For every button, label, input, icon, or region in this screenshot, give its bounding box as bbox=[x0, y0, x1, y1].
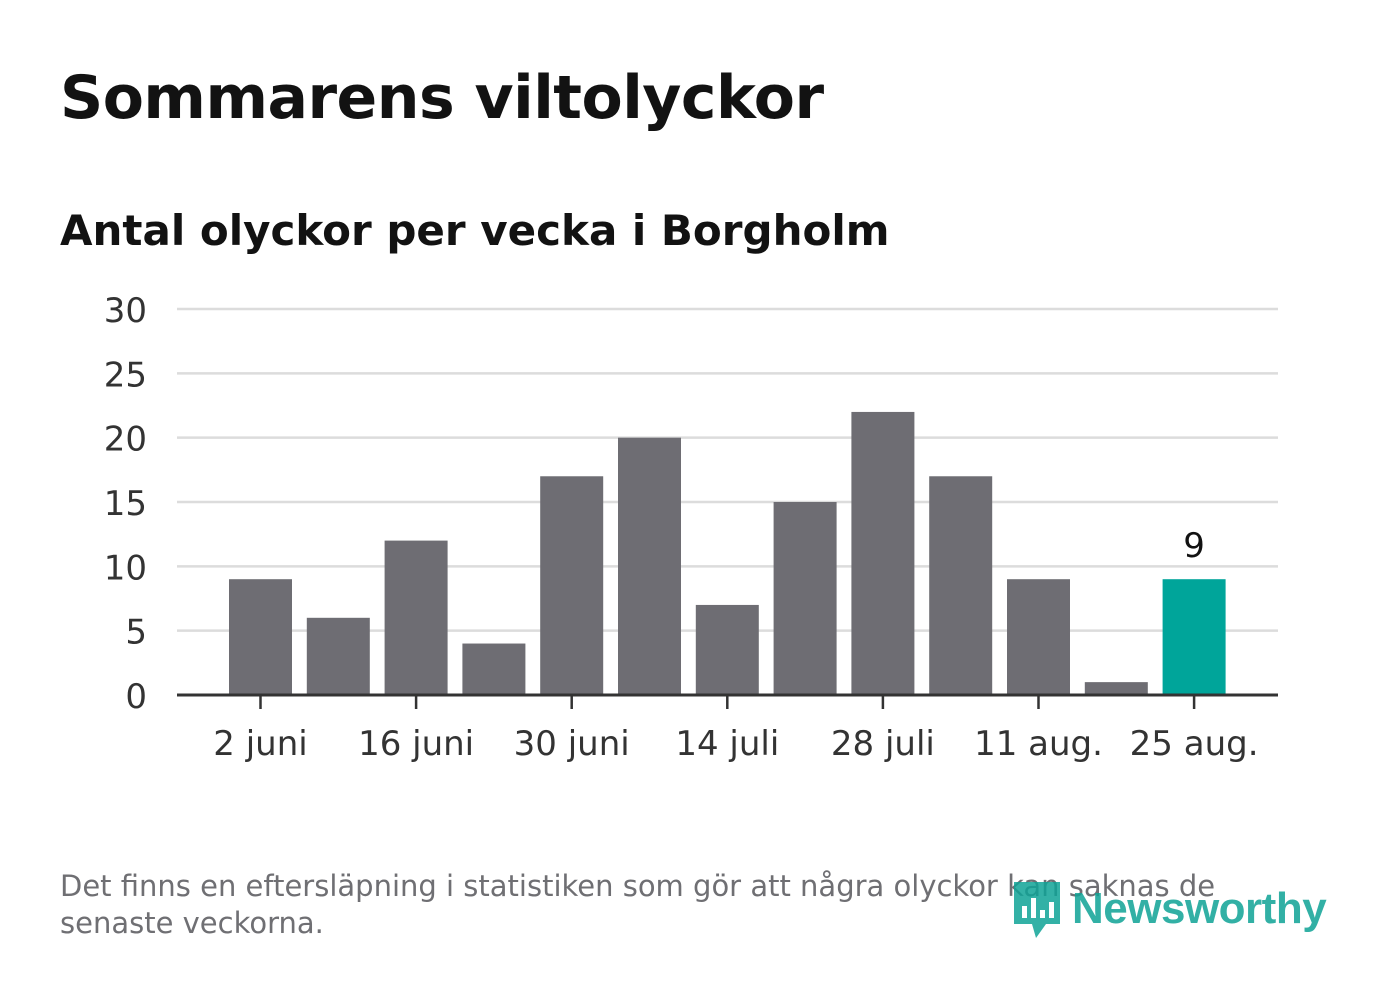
bar bbox=[851, 411, 915, 695]
y-axis-labels: 0 5 10 15 20 25 30 bbox=[104, 291, 147, 717]
x-tick-label: 14 juli bbox=[675, 724, 779, 764]
bar bbox=[773, 502, 837, 695]
gridlines bbox=[177, 307, 1278, 632]
x-tick-label: 28 juli bbox=[831, 724, 935, 764]
bar-highlighted bbox=[1162, 579, 1226, 695]
y-tick-label: 15 bbox=[104, 484, 147, 524]
bar bbox=[1084, 682, 1148, 695]
bar bbox=[540, 476, 604, 695]
x-axis-labels: 2 juni 16 juni 30 juni 14 juli 28 juli 11 aug… bbox=[213, 724, 1258, 764]
x-axis bbox=[177, 693, 1278, 709]
data-labels: 9 bbox=[1183, 526, 1205, 566]
bar bbox=[618, 437, 681, 695]
brand-logo: Newsworthy bbox=[1010, 878, 1327, 940]
x-tick-label: 16 juni bbox=[358, 724, 474, 764]
y-tick-label: 30 bbox=[104, 291, 147, 331]
y-tick-label: 25 bbox=[104, 355, 147, 395]
x-tick-label: 30 juni bbox=[514, 724, 630, 764]
y-tick-label: 0 bbox=[125, 677, 147, 717]
bar bbox=[384, 540, 448, 695]
x-tick-label: 2 juni bbox=[213, 724, 307, 764]
x-tick-label: 11 aug. bbox=[974, 724, 1103, 764]
bar bbox=[229, 579, 292, 695]
y-tick-label: 5 bbox=[125, 613, 147, 653]
chart-title: Sommarens viltolyckor bbox=[60, 63, 824, 133]
brand-name: Newsworthy bbox=[1072, 884, 1327, 933]
y-tick-label: 10 bbox=[104, 548, 147, 588]
data-label: 9 bbox=[1183, 526, 1205, 566]
bars bbox=[229, 411, 1226, 695]
y-tick-label: 20 bbox=[104, 420, 147, 460]
newsworthy-logo-icon bbox=[1014, 882, 1060, 938]
bar bbox=[462, 643, 526, 695]
bar bbox=[929, 476, 993, 695]
chart-subtitle: Antal olyckor per vecka i Borgholm bbox=[60, 206, 890, 255]
bar bbox=[306, 617, 370, 695]
bar bbox=[695, 604, 759, 695]
bar bbox=[1007, 579, 1070, 695]
x-tick-label: 25 aug. bbox=[1130, 724, 1259, 764]
